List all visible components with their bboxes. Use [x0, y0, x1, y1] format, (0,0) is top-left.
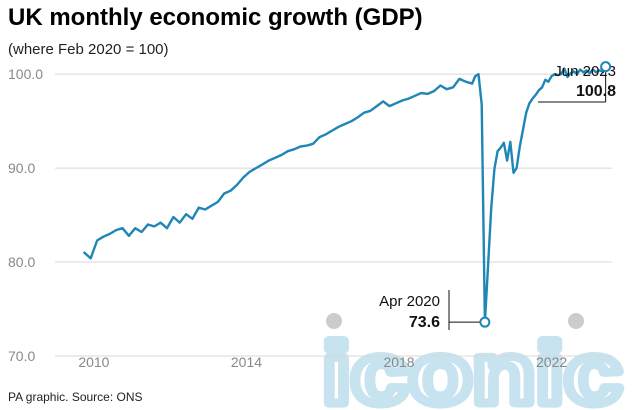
chart-subtitle: (where Feb 2020 = 100) — [8, 41, 169, 58]
series-layer — [83, 65, 607, 324]
x-tick-label: 2018 — [383, 354, 414, 370]
watermark-text: iconic — [322, 326, 622, 410]
chart-title: UK monthly economic growth (GDP) — [8, 4, 423, 31]
watermark-dot — [326, 313, 342, 329]
y-tick-label: 70.0 — [8, 348, 35, 364]
source-note: PA graphic. Source: ONS — [8, 390, 143, 404]
annotation-value: 73.6 — [409, 314, 440, 331]
annotation-marker — [479, 316, 491, 328]
series-line — [83, 65, 607, 324]
x-tick-label: 2010 — [78, 354, 109, 370]
y-tick-label: 100.0 — [8, 66, 43, 82]
grid — [55, 73, 612, 357]
watermark-dot — [568, 313, 584, 329]
annotation-value: 100.8 — [576, 83, 616, 100]
y-tick-label: 90.0 — [8, 160, 35, 176]
annotation-marker — [600, 61, 612, 73]
annotation-label: Apr 2020 — [379, 293, 440, 310]
x-tick-label: 2014 — [231, 354, 262, 370]
x-tick-label: 2022 — [536, 354, 567, 370]
watermark: iconic — [318, 313, 627, 410]
x-axis-ticks: 2010 2014 2018 2022 — [78, 354, 567, 370]
y-axis-ticks: 70.0 80.0 90.0 100.0 — [8, 66, 43, 364]
y-tick-label: 80.0 — [8, 254, 35, 270]
